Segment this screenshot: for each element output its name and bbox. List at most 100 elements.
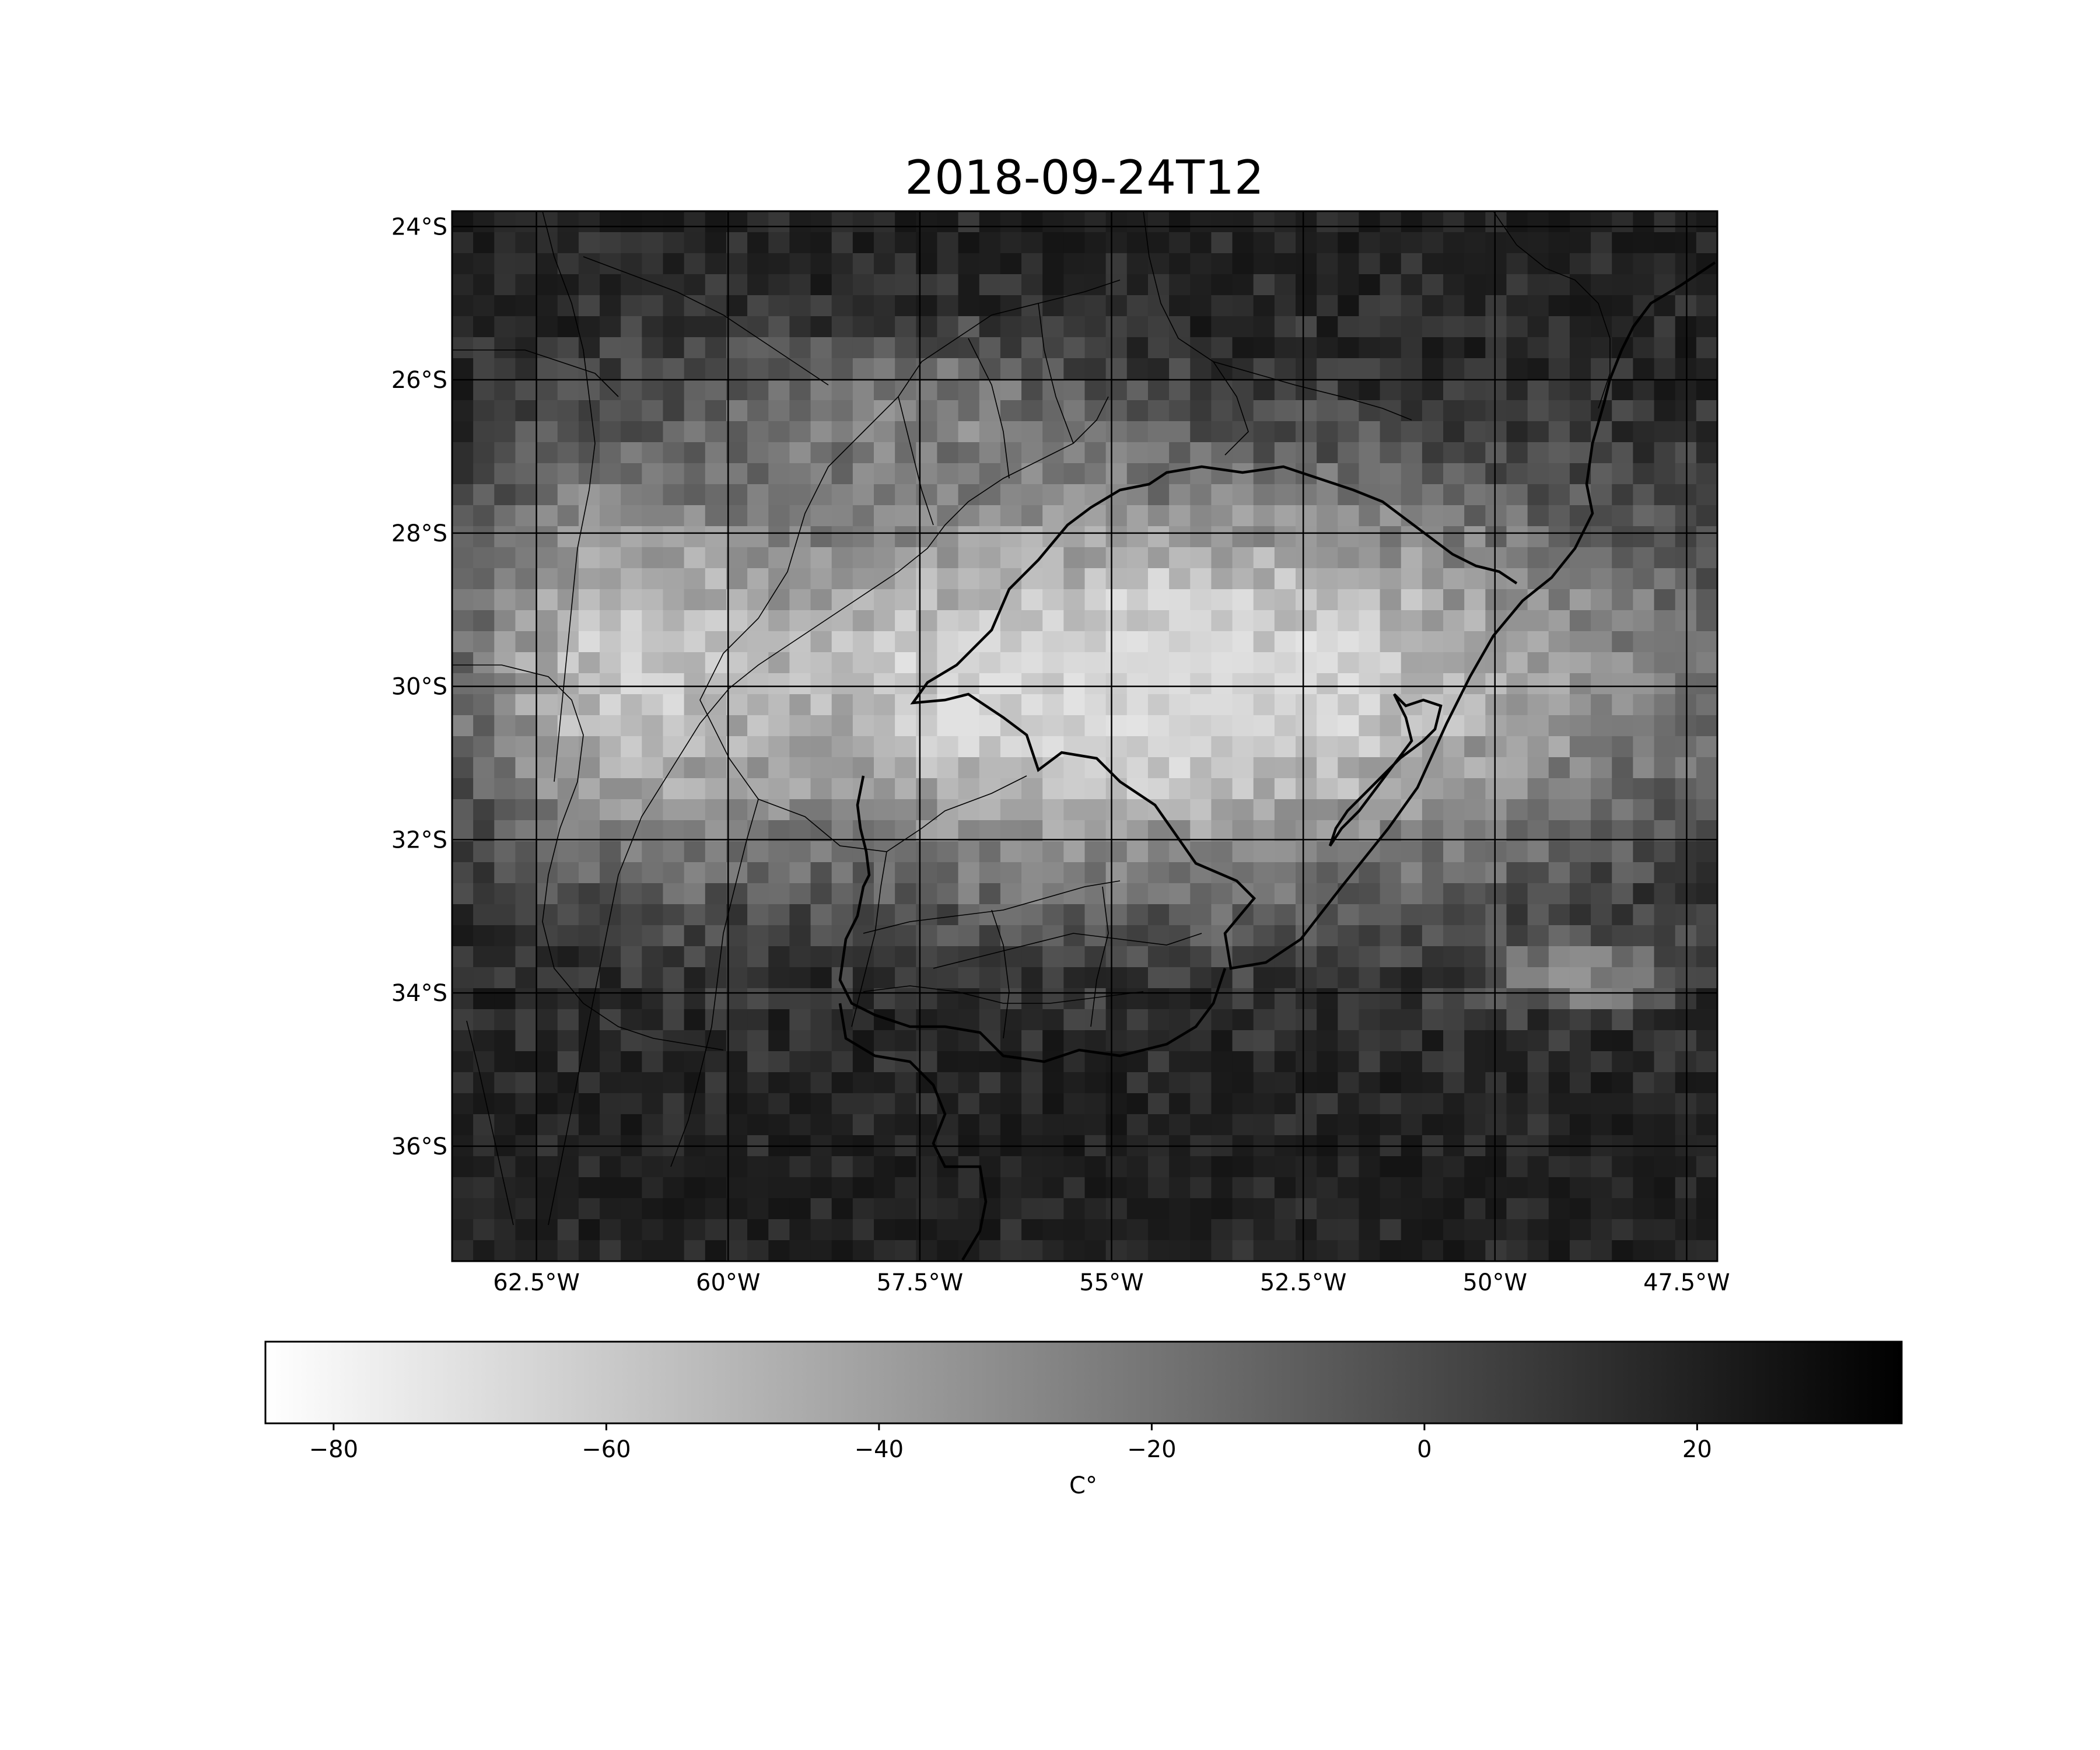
heatmap-cell <box>1506 862 1528 884</box>
heatmap-cell <box>1401 988 1423 1010</box>
heatmap-cell <box>874 736 895 758</box>
admin-border-10 <box>548 769 671 1226</box>
heatmap-cell <box>1696 1072 1717 1094</box>
heatmap-cell <box>1105 1156 1128 1178</box>
heatmap-cell <box>726 715 748 737</box>
heatmap-cell <box>1063 904 1086 926</box>
heatmap-cell <box>1105 736 1128 758</box>
heatmap-cell <box>621 715 642 737</box>
heatmap-cell <box>1211 379 1233 401</box>
heatmap-cell <box>1359 232 1381 254</box>
heatmap-cell <box>1485 274 1507 296</box>
heatmap-cell <box>1042 652 1064 674</box>
heatmap-cell <box>1569 253 1591 275</box>
map-title: 2018-09-24T12 <box>905 150 1264 205</box>
heatmap-cell <box>1506 736 1528 758</box>
heatmap-cell <box>726 484 748 506</box>
heatmap-cell <box>684 652 706 674</box>
heatmap-cell <box>1147 1240 1170 1261</box>
heatmap-cell <box>1485 946 1507 968</box>
heatmap-cell <box>1443 1198 1465 1220</box>
heatmap-cell <box>1380 526 1402 548</box>
heatmap-cell <box>621 253 642 275</box>
heatmap-cell <box>642 673 664 695</box>
heatmap-cell <box>684 547 706 569</box>
heatmap-cell <box>705 1072 727 1094</box>
heatmap-cell <box>1063 1177 1086 1199</box>
heatmap-cell <box>663 1093 685 1115</box>
heatmap-cell <box>684 610 706 632</box>
heatmap-cell <box>1274 379 1296 401</box>
heatmap-cell <box>1612 295 1633 317</box>
heatmap-cell <box>494 988 516 1010</box>
heatmap-cell <box>600 946 621 968</box>
heatmap-cell <box>1591 1198 1612 1220</box>
heatmap-cell <box>452 253 474 275</box>
heatmap-cell <box>1654 547 1676 569</box>
heatmap-cell <box>1591 253 1612 275</box>
heatmap-cell <box>1380 631 1402 653</box>
heatmap-cell <box>1548 484 1570 506</box>
heatmap-cell <box>1084 1051 1107 1073</box>
heatmap-cell <box>1675 211 1697 233</box>
heatmap-cell <box>1211 631 1233 653</box>
heatmap-cell <box>1190 1198 1212 1220</box>
heatmap-cell <box>1211 442 1233 464</box>
heatmap-cell <box>1654 841 1676 863</box>
heatmap-cell <box>1274 442 1296 464</box>
heatmap-cell <box>1211 799 1233 821</box>
heatmap-cell <box>1401 589 1423 611</box>
heatmap-cell <box>621 358 642 380</box>
heatmap-cell <box>1105 904 1128 926</box>
heatmap-cell <box>1485 337 1507 359</box>
heatmap-cell <box>1147 211 1170 233</box>
heatmap-cell <box>810 442 832 464</box>
heatmap-cell <box>1485 715 1507 737</box>
heatmap-cell <box>557 358 579 380</box>
heatmap-cell <box>557 925 579 947</box>
heatmap-cell <box>1296 1051 1317 1073</box>
heatmap-cell <box>937 736 959 758</box>
heatmap-cell <box>958 736 980 758</box>
heatmap-cell <box>705 799 727 821</box>
heatmap-cell <box>1317 1051 1338 1073</box>
heatmap-cell <box>852 904 874 926</box>
heatmap-cell <box>1000 505 1022 527</box>
heatmap-cell <box>557 526 579 548</box>
heatmap-cell <box>852 1198 874 1220</box>
latitude-axis: 24°S26°S28°S30°S32°S34°S36°S <box>391 214 447 1160</box>
heatmap-cell <box>1464 337 1486 359</box>
heatmap-cell <box>1274 568 1296 590</box>
heatmap-cell <box>1506 1009 1528 1031</box>
heatmap-cell <box>1633 883 1655 905</box>
heatmap-cell <box>1147 652 1170 674</box>
heatmap-cell <box>1063 463 1086 485</box>
heatmap-cell <box>726 400 748 422</box>
heatmap-cell <box>1317 1177 1338 1199</box>
heatmap-cell <box>1084 1156 1107 1178</box>
heatmap-cell <box>1211 610 1233 632</box>
heatmap-cell <box>705 211 727 233</box>
heatmap-cell <box>1000 1114 1022 1136</box>
heatmap-cell <box>578 967 600 989</box>
heatmap-cell <box>1126 1219 1149 1241</box>
heatmap-cell <box>1612 652 1633 674</box>
heatmap-cell <box>768 841 790 863</box>
heatmap-cell <box>789 1177 811 1199</box>
heatmap-cell <box>1696 904 1717 926</box>
heatmap-cell <box>1359 1114 1381 1136</box>
heatmap-cell <box>1147 820 1170 842</box>
heatmap-cell <box>1696 778 1717 800</box>
heatmap-cell <box>1253 673 1275 695</box>
heatmap-cell <box>1147 358 1170 380</box>
heatmap-cell <box>1527 841 1549 863</box>
heatmap-cell <box>1569 820 1591 842</box>
heatmap-cell <box>831 694 853 716</box>
heatmap-cell <box>1147 589 1170 611</box>
heatmap-cell <box>1380 904 1402 926</box>
heatmap-cell <box>1422 295 1444 317</box>
heatmap-cell <box>1232 694 1254 716</box>
heatmap-cell <box>1527 631 1549 653</box>
heatmap-cell <box>1591 736 1612 758</box>
heatmap-cell <box>578 316 600 338</box>
